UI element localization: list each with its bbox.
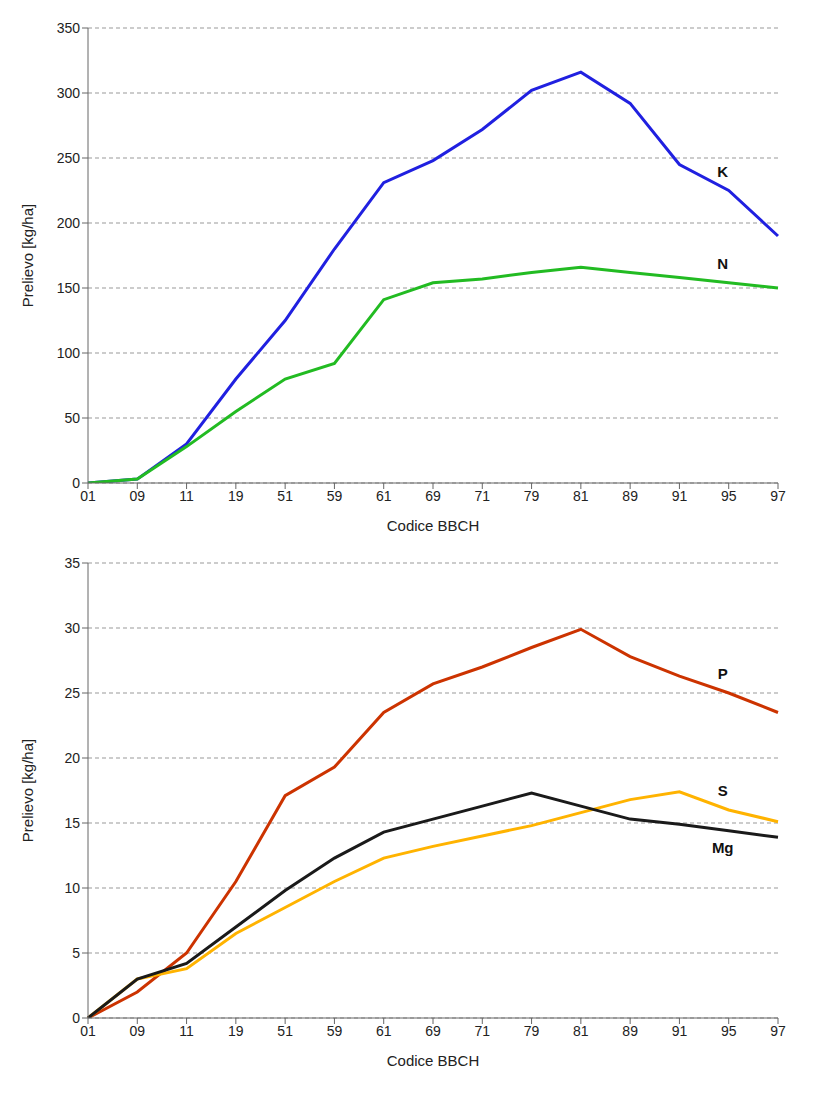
svg-text:91: 91 [672,1023,688,1039]
svg-text:51: 51 [277,1023,293,1039]
svg-text:100: 100 [57,345,81,361]
svg-text:0: 0 [72,1010,80,1026]
svg-text:P: P [718,665,728,682]
svg-text:50: 50 [64,410,80,426]
svg-text:300: 300 [57,85,81,101]
svg-text:19: 19 [228,488,244,504]
svg-text:59: 59 [327,1023,343,1039]
svg-text:69: 69 [425,1023,441,1039]
svg-text:Prelievo [kg/ha]: Prelievo [kg/ha] [19,204,36,307]
svg-text:09: 09 [129,488,145,504]
svg-text:19: 19 [228,1023,244,1039]
svg-text:97: 97 [770,488,786,504]
svg-text:250: 250 [57,150,81,166]
svg-text:97: 97 [770,1023,786,1039]
svg-text:N: N [717,255,728,272]
svg-text:11: 11 [179,1023,194,1039]
svg-text:20: 20 [64,750,80,766]
svg-text:51: 51 [277,488,293,504]
svg-text:79: 79 [524,488,540,504]
svg-text:25: 25 [64,685,80,701]
svg-text:59: 59 [327,488,343,504]
svg-text:Codice BBCH: Codice BBCH [387,1052,480,1069]
svg-text:Codice BBCH: Codice BBCH [387,517,480,534]
svg-text:95: 95 [721,488,737,504]
svg-text:30: 30 [64,620,80,636]
svg-text:69: 69 [425,488,441,504]
svg-text:35: 35 [64,555,80,571]
svg-text:15: 15 [64,815,80,831]
svg-text:89: 89 [622,1023,638,1039]
svg-text:89: 89 [622,488,638,504]
svg-text:61: 61 [376,488,392,504]
svg-text:95: 95 [721,1023,737,1039]
svg-text:09: 09 [129,1023,145,1039]
svg-text:79: 79 [524,1023,540,1039]
svg-text:0: 0 [72,475,80,491]
svg-text:350: 350 [57,20,81,36]
svg-text:91: 91 [672,488,688,504]
svg-text:S: S [718,782,728,799]
svg-text:Mg: Mg [712,839,734,856]
svg-text:61: 61 [376,1023,392,1039]
svg-text:81: 81 [573,1023,589,1039]
svg-text:10: 10 [64,880,80,896]
svg-text:5: 5 [72,945,80,961]
svg-text:Prelievo [kg/ha]: Prelievo [kg/ha] [19,739,36,842]
svg-text:81: 81 [573,488,589,504]
svg-text:71: 71 [474,1023,490,1039]
svg-text:150: 150 [57,280,81,296]
svg-text:11: 11 [179,488,194,504]
svg-text:01: 01 [80,1023,96,1039]
svg-text:K: K [717,163,728,180]
svg-text:71: 71 [474,488,490,504]
svg-text:01: 01 [80,488,96,504]
svg-text:200: 200 [57,215,81,231]
